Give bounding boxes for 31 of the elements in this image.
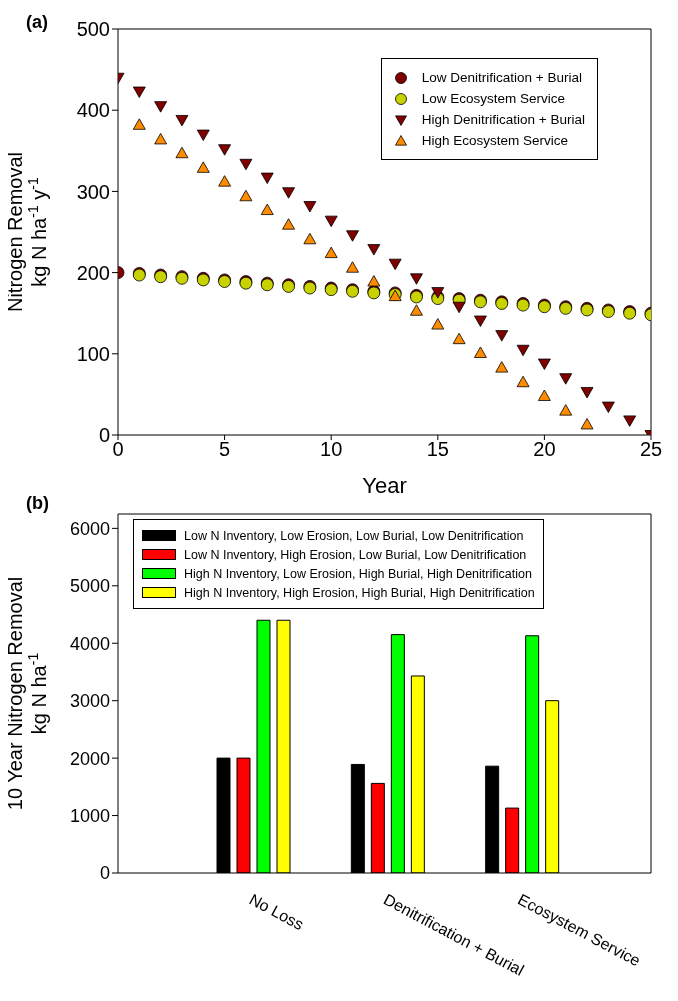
x-axis-title: Year bbox=[362, 473, 407, 498]
legend-label: Low Denitrification + Burial bbox=[421, 70, 582, 85]
y-tick-label: 400 bbox=[76, 99, 110, 122]
x-tick-label: 15 bbox=[426, 438, 449, 461]
x-tick-label: 0 bbox=[112, 438, 124, 461]
y-tick-label: 200 bbox=[76, 261, 110, 284]
y-tick-label: 500 bbox=[76, 18, 110, 41]
legend-label: High N Inventory, Low Erosion, High Burial, High Denitrification bbox=[184, 566, 532, 581]
legend-label: Low N Inventory, Low Erosion, Low Burial, Low Denitrification bbox=[184, 528, 524, 543]
y-tick-label: 300 bbox=[76, 180, 110, 203]
x-tick-label: 20 bbox=[533, 438, 556, 461]
y-tick-label: 5000 bbox=[69, 576, 110, 597]
y-tick-label: 6000 bbox=[69, 518, 110, 539]
legend-label: High Ecosystem Service bbox=[421, 133, 569, 148]
y-tick-label: 0 bbox=[98, 424, 110, 447]
x-tick-label: 10 bbox=[320, 438, 343, 461]
y-tick-label: 100 bbox=[76, 342, 110, 365]
y-tick-label: 0 bbox=[99, 863, 110, 884]
x-tick-label: 5 bbox=[219, 438, 231, 461]
y-tick-label: 3000 bbox=[69, 691, 110, 712]
x-tick-label: No Loss bbox=[246, 890, 307, 934]
legend-label: Low N Inventory, High Erosion, Low Burial, Low Denitrification bbox=[184, 547, 527, 562]
chart-title: (a) bbox=[26, 12, 48, 33]
legend-label: High N Inventory, High Erosion, High Burial, High Denitrification bbox=[184, 585, 535, 600]
y-tick-label: 2000 bbox=[69, 748, 110, 769]
legend-label: Low Ecosystem Service bbox=[421, 91, 566, 106]
y-tick-label: 4000 bbox=[69, 633, 110, 654]
chart-title: (b) bbox=[26, 493, 49, 514]
x-tick-label: 25 bbox=[639, 438, 663, 461]
y-tick-label: 1000 bbox=[69, 805, 110, 826]
legend-label: High Denitrification + Burial bbox=[421, 112, 585, 127]
